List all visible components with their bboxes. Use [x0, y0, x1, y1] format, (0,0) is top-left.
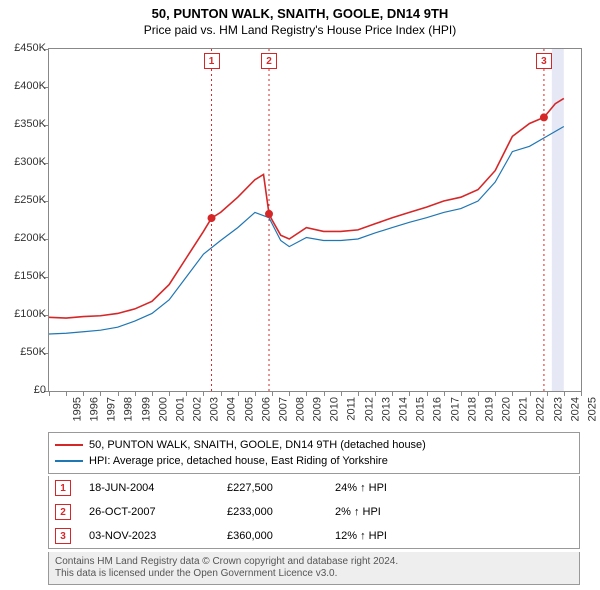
x-axis-label: 2014 [398, 397, 410, 421]
marker-price: £360,000 [227, 530, 317, 542]
x-axis-label: 1999 [140, 397, 152, 421]
marker-badge-on-plot: 1 [204, 53, 220, 69]
legend: 50, PUNTON WALK, SNAITH, GOOLE, DN14 9TH… [48, 432, 580, 474]
y-axis-label: £300K [2, 156, 46, 168]
marker-badge-on-plot: 2 [261, 53, 277, 69]
chart-subtitle: Price paid vs. HM Land Registry's House … [0, 21, 600, 41]
y-axis-label: £350K [2, 118, 46, 130]
y-axis-label: £250K [2, 194, 46, 206]
x-axis-label: 2007 [277, 397, 289, 421]
x-axis-label: 2013 [380, 397, 392, 421]
marker-badge: 1 [55, 480, 71, 496]
x-axis-label: 2015 [415, 397, 427, 421]
legend-swatch-hpi [55, 460, 83, 462]
license-notice: Contains HM Land Registry data © Crown c… [48, 552, 580, 585]
legend-item-property: 50, PUNTON WALK, SNAITH, GOOLE, DN14 9TH… [55, 437, 573, 453]
marker-badge: 3 [55, 528, 71, 544]
x-axis-label: 2006 [260, 397, 272, 421]
x-axis-label: 2012 [363, 397, 375, 421]
x-axis-label: 2023 [552, 397, 564, 421]
marker-price: £233,000 [227, 506, 317, 518]
marker-badge-on-plot: 3 [536, 53, 552, 69]
marker-badge: 2 [55, 504, 71, 520]
x-axis-label: 2016 [432, 397, 444, 421]
y-axis-label: £200K [2, 232, 46, 244]
legend-swatch-property [55, 444, 83, 446]
x-axis-label: 2017 [449, 397, 461, 421]
legend-label-hpi: HPI: Average price, detached house, East… [89, 453, 388, 469]
x-axis-label: 2000 [157, 397, 169, 421]
x-axis-label: 2011 [345, 397, 357, 421]
x-axis-label: 2010 [329, 397, 341, 421]
license-line-2: This data is licensed under the Open Gov… [55, 568, 573, 580]
marker-date: 26-OCT-2007 [89, 506, 209, 518]
x-axis-label: 2008 [295, 397, 307, 421]
x-axis-label: 2001 [174, 397, 186, 421]
y-axis-label: £0 [2, 384, 46, 396]
marker-price: £227,500 [227, 482, 317, 494]
x-axis-label: 2003 [209, 397, 221, 421]
legend-label-property: 50, PUNTON WALK, SNAITH, GOOLE, DN14 9TH… [89, 437, 426, 453]
y-axis-label: £450K [2, 42, 46, 54]
x-axis-label: 2004 [226, 397, 238, 421]
x-axis-label: 2024 [569, 397, 581, 421]
x-axis-label: 1997 [106, 397, 118, 421]
x-axis-label: 2022 [535, 397, 547, 421]
marker-row: 3 03-NOV-2023 £360,000 12% ↑ HPI [49, 524, 579, 548]
plot-area: 123 199519961997199819992000200120022003… [48, 48, 582, 392]
markers-table: 1 18-JUN-2004 £227,500 24% ↑ HPI 2 26-OC… [48, 476, 580, 549]
marker-diff: 24% ↑ HPI [335, 482, 435, 494]
license-line-1: Contains HM Land Registry data © Crown c… [55, 556, 573, 568]
plot-svg [49, 49, 581, 391]
x-axis-label: 2020 [501, 397, 513, 421]
x-axis-label: 2005 [243, 397, 255, 421]
y-axis-label: £400K [2, 80, 46, 92]
marker-row: 2 26-OCT-2007 £233,000 2% ↑ HPI [49, 500, 579, 524]
chart-title: 50, PUNTON WALK, SNAITH, GOOLE, DN14 9TH [0, 0, 600, 21]
marker-diff: 12% ↑ HPI [335, 530, 435, 542]
y-axis-label: £150K [2, 270, 46, 282]
x-axis-label: 2018 [466, 397, 478, 421]
legend-item-hpi: HPI: Average price, detached house, East… [55, 453, 573, 469]
x-axis-label: 2019 [483, 397, 495, 421]
x-axis-label: 2025 [586, 397, 598, 421]
marker-date: 18-JUN-2004 [89, 482, 209, 494]
chart-container: { "chart": { "title": "50, PUNTON WALK, … [0, 0, 600, 590]
y-axis-label: £50K [2, 346, 46, 358]
x-axis-label: 1996 [89, 397, 101, 421]
x-axis-label: 2002 [192, 397, 204, 421]
marker-row: 1 18-JUN-2004 £227,500 24% ↑ HPI [49, 476, 579, 500]
x-axis-label: 1998 [123, 397, 135, 421]
x-axis-label: 2009 [312, 397, 324, 421]
y-axis-label: £100K [2, 308, 46, 320]
x-axis-label: 2021 [518, 397, 530, 421]
marker-date: 03-NOV-2023 [89, 530, 209, 542]
marker-diff: 2% ↑ HPI [335, 506, 435, 518]
x-axis-label: 1995 [71, 397, 83, 421]
